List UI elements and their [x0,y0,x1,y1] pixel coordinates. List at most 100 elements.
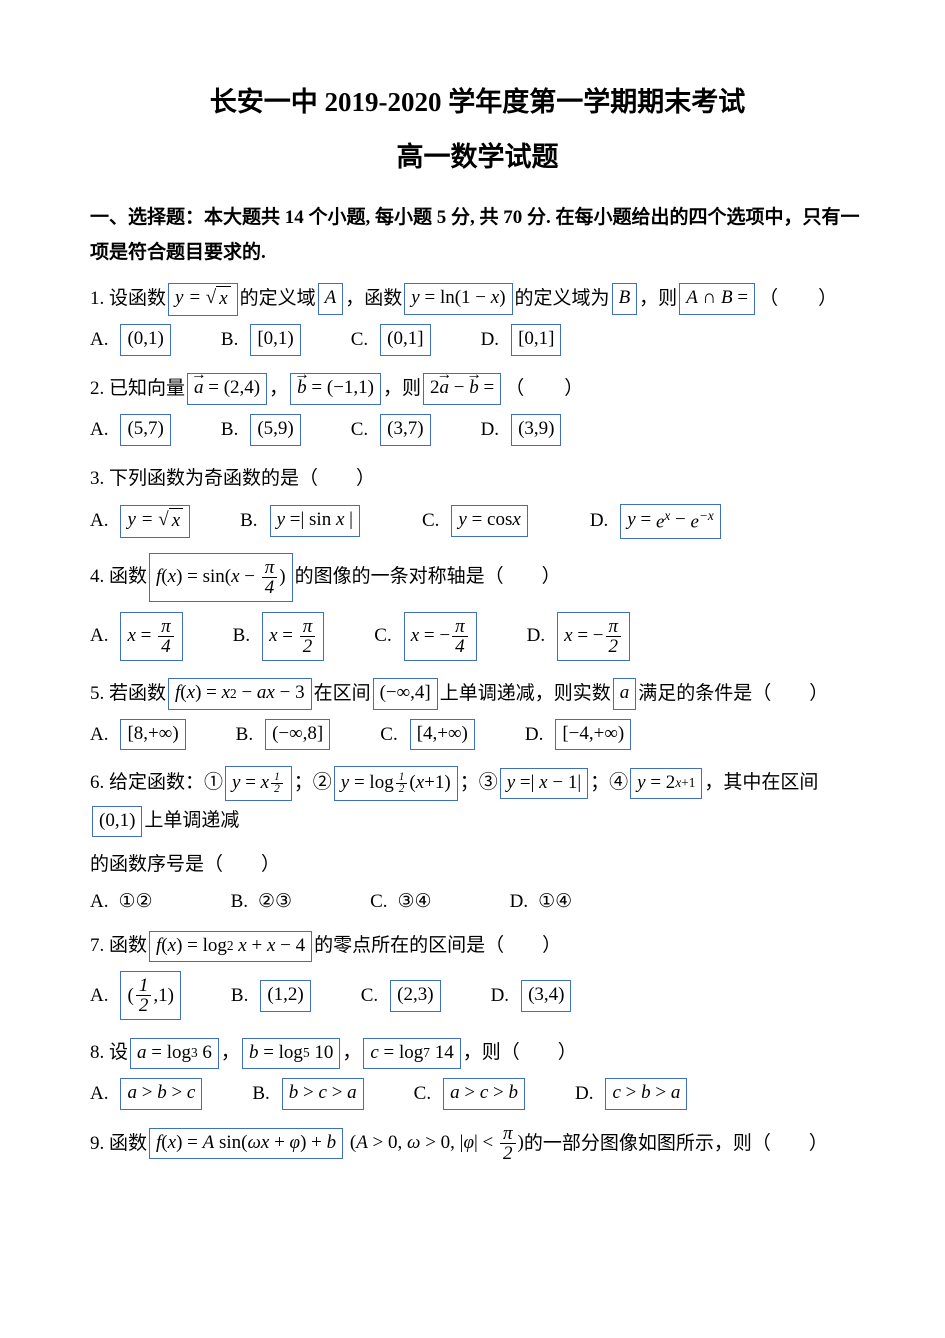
q3-options: A.y = √x B.y =| sin x | C.y = cosx D.y =… [90,504,865,539]
q8-expr-2: b = log5 10 [242,1038,340,1070]
q1-expr-2: A [318,283,344,315]
q1-option-c: C.(0,1] [351,324,433,356]
q5-d-box: [−4,+∞) [555,719,631,751]
question-8: 8. 设 a = log3 6 ， b = log5 10 ， c = log7… [90,1034,865,1072]
q2-expr-3: 2a − b = [423,373,501,405]
q6-expr-5: (0,1) [92,806,142,838]
q6-expr-3: y =| x − 1| [500,768,588,800]
q1-option-b: B.[0,1) [221,324,303,356]
q2-c-box: (3,7) [380,414,430,446]
q7-a-box: (12,1) [120,971,180,1020]
q1-option-d: D.[0,1] [481,324,564,356]
q1-expr-3: y = ln(1 − x) [404,283,512,315]
q5-mid2: 上单调递减，则实数 [440,675,611,713]
q6-mid3: ；④ [590,764,628,802]
q2-option-a: A.(5,7) [90,414,173,446]
q5-a-box: [8,+∞) [120,719,185,751]
q6-mid1: ；② [294,764,332,802]
q1-expr-5: A ∩ B = [679,283,755,315]
q1-option-a: A.(0,1) [90,324,173,356]
q8-b-box: b > c > a [282,1078,364,1110]
question-9: 9. 函数 f(x) = A sin(ωx + φ) + b (A > 0, ω… [90,1124,865,1163]
q6-expr-4: y = 2x+1 [630,768,702,800]
q2-mid1: ， [269,370,288,408]
q8-option-a: A.a > b > c [90,1078,204,1110]
q8-option-b: B.b > c > a [252,1078,365,1110]
q4-expr: f(x) = sin(x − π4) [149,553,293,602]
q8-pre: 8. 设 [90,1034,128,1072]
q4-option-b: B.x = π2 [233,612,327,661]
q5-tail: 满足的条件是（ ） [638,675,828,713]
q6-option-c: C.③④ [370,890,432,913]
q3-d-box: y = ex − e−x [620,504,721,539]
q2-d-box: (3,9) [511,414,561,446]
q1-expr-1: y = √x [168,283,238,316]
q8-options: A.a > b > c B.b > c > a C.a > c > b D.c … [90,1078,865,1110]
question-3: 3. 下列函数为奇函数的是（ ） [90,460,865,498]
q4-d-box: x = −π2 [557,612,630,661]
q5-expr-2: (−∞,4] [373,678,438,710]
q8-mid2: ， [342,1034,361,1072]
q6-tail: ，其中在区间 [704,764,818,802]
q1-tail: ，则 [639,280,677,318]
q1-d-box: [0,1] [511,324,561,356]
page: 长安一中 2019-2020 学年度第一学期期末考试 高一数学试题 一、选择题：… [0,0,945,1209]
q7-b-box: (1,2) [260,980,310,1012]
q5-options: A.[8,+∞) B.(−∞,8] C.[4,+∞) D.[−4,+∞) [90,719,865,751]
q8-option-d: D.c > b > a [575,1078,689,1110]
q7-option-a: A.(12,1) [90,971,183,1020]
q9-expr: f(x) = A sin(ωx + φ) + b [149,1128,343,1160]
q2-option-b: B.(5,9) [221,414,303,446]
q7-expr: f(x) = log2 x + x − 4 [149,931,312,963]
q4-b-box: x = π2 [262,612,324,661]
q5-option-c: C.[4,+∞) [380,719,477,751]
q8-expr-1: a = log3 6 [130,1038,219,1070]
page-title: 长安一中 2019-2020 学年度第一学期期末考试 [90,80,865,119]
q3-c-box: y = cosx [451,505,527,537]
q7-c-box: (2,3) [390,980,440,1012]
q8-option-c: C.a > c > b [414,1078,527,1110]
q3-option-b: B.y =| sin x | [240,505,362,537]
q9-tail: 的一部分图像如图所示，则（ ） [524,1125,828,1163]
q2-b-box: (5,9) [250,414,300,446]
q5-pre: 5. 若函数 [90,675,166,713]
q6-expr-1: y = x12 [225,766,292,801]
q4-option-c: C.x = −π4 [374,612,478,661]
q5-mid1: 在区间 [314,675,371,713]
q4-pre: 4. 函数 [90,558,147,596]
q8-c-box: a > c > b [443,1078,525,1110]
q3-a-box: y = √x [120,505,190,538]
q6-tail2: 上单调递减 [144,802,239,840]
q2-expr-2: b = (−1,1) [290,373,381,405]
q8-tail: ，则（ ） [463,1034,577,1072]
q5-expr-1: f(x) = x2 − ax − 3 [168,678,312,710]
q7-option-d: D.(3,4) [491,980,574,1012]
q7-option-c: C.(2,3) [361,980,443,1012]
q2-options: A.(5,7) B.(5,9) C.(3,7) D.(3,9) [90,414,865,446]
section-header: 一、选择题：本大题共 14 个小题, 每小题 5 分, 共 70 分. 在每小题… [90,200,865,270]
q8-expr-3: c = log7 14 [363,1038,460,1070]
q1-options: A.(0,1) B.[0,1) C.(0,1] D.[0,1] [90,324,865,356]
q2-paren: （） [505,370,583,408]
q1-mid1: 的定义域 [240,280,316,318]
question-2: 2. 已知向量 a = (2,4) ， b = (−1,1) ，则 2a − b… [90,370,865,408]
q5-c-box: [4,+∞) [410,719,475,751]
q4-c-box: x = −π4 [404,612,477,661]
q3-option-c: C.y = cosx [422,505,530,537]
q7-tail: 的零点所在的区间是（ ） [314,927,561,965]
q6-options: A.①② B.②③ C.③④ D.①④ [90,890,865,913]
q8-d-box: c > b > a [605,1078,687,1110]
q5-b-box: (−∞,8] [265,719,330,751]
q5-option-b: B.(−∞,8] [236,719,333,751]
q9-cond: (A > 0, ω > 0, |φ| < π2) [345,1124,524,1163]
q9-pre: 9. 函数 [90,1125,147,1163]
q2-option-d: D.(3,9) [481,414,564,446]
q4-option-a: A.x = π4 [90,612,185,661]
q6-pre: 6. 给定函数：① [90,764,223,802]
q1-expr-4: B [612,283,638,315]
q1-b-box: [0,1) [250,324,300,356]
q2-pre: 2. 已知向量 [90,370,185,408]
q5-expr-3: a [613,678,637,710]
q7-options: A.(12,1) B.(1,2) C.(2,3) D.(3,4) [90,971,865,1020]
question-1: 1. 设函数 y = √x 的定义域 A ，函数 y = ln(1 − x) 的… [90,280,865,318]
